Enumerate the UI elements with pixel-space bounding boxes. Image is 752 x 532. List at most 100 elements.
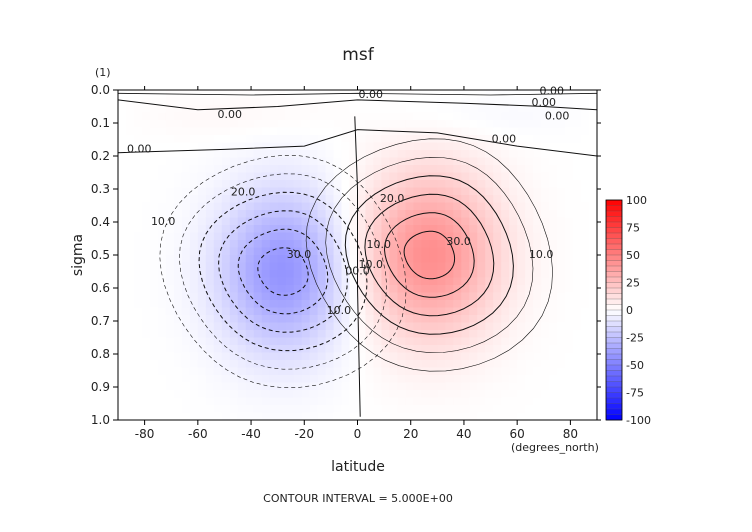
field-cell	[429, 172, 438, 181]
field-cell	[589, 202, 597, 211]
field-cell	[285, 150, 295, 159]
field-cell	[173, 270, 183, 279]
field-cell	[525, 352, 534, 361]
field-cell	[149, 412, 159, 420]
field-cell	[381, 150, 391, 159]
colorbar-swatch	[605, 359, 623, 366]
field-cell	[333, 262, 343, 271]
field-cell	[213, 382, 223, 391]
field-cell	[118, 142, 127, 151]
field-cell	[485, 352, 494, 361]
field-cell	[429, 240, 438, 249]
field-cell	[301, 172, 311, 181]
field-cell	[293, 375, 303, 384]
field-cell	[237, 405, 247, 414]
field-cell	[309, 187, 319, 196]
field-cell	[389, 112, 399, 121]
field-cell	[213, 345, 223, 354]
field-cell	[501, 172, 510, 181]
field-cell	[317, 412, 327, 420]
field-cell	[589, 217, 597, 226]
field-cell	[333, 157, 343, 166]
field-cell	[253, 382, 263, 391]
field-cell	[445, 157, 454, 166]
field-cell	[349, 255, 359, 264]
field-cell	[509, 180, 518, 189]
field-cell	[301, 285, 311, 294]
field-cell	[118, 105, 127, 114]
field-cell	[125, 322, 135, 331]
field-cell	[213, 157, 223, 166]
field-cell	[261, 360, 271, 369]
field-cell	[477, 195, 486, 204]
field-cell	[357, 232, 367, 241]
field-cell	[493, 277, 502, 286]
field-cell	[285, 397, 295, 406]
field-cell	[277, 105, 287, 114]
field-cell	[253, 187, 263, 196]
field-cell	[373, 382, 383, 391]
field-cell	[317, 307, 327, 316]
field-cell	[205, 382, 215, 391]
field-cell	[309, 240, 319, 249]
field-cell	[293, 397, 303, 406]
field-cell	[141, 202, 151, 211]
field-cell	[429, 120, 438, 129]
field-cell	[501, 187, 510, 196]
field-cell	[517, 165, 526, 174]
field-cell	[501, 232, 510, 241]
field-cell	[437, 382, 446, 391]
field-cell	[477, 322, 486, 331]
field-cell	[581, 180, 590, 189]
field-cell	[565, 300, 574, 309]
field-cell	[397, 382, 406, 391]
field-cell	[221, 210, 231, 219]
field-cell	[325, 285, 335, 294]
field-cell	[181, 405, 191, 414]
colorbar-swatch	[605, 381, 623, 388]
field-cell	[157, 330, 167, 339]
field-cell	[293, 277, 303, 286]
field-cell	[397, 360, 406, 369]
field-cell	[269, 210, 279, 219]
field-cell	[373, 247, 383, 256]
field-cell	[509, 397, 518, 406]
field-cell	[317, 322, 327, 331]
field-cell	[165, 405, 175, 414]
field-cell	[469, 360, 478, 369]
field-cell	[261, 97, 271, 106]
field-cell	[357, 127, 367, 136]
field-cell	[197, 262, 207, 271]
field-cell	[389, 172, 399, 181]
field-cell	[477, 120, 486, 129]
field-cell	[325, 165, 335, 174]
field-cell	[453, 255, 462, 264]
field-cell	[565, 382, 574, 391]
field-cell	[549, 352, 558, 361]
field-cell	[237, 157, 247, 166]
field-cell	[301, 397, 311, 406]
field-cell	[445, 345, 454, 354]
field-cell	[293, 247, 303, 256]
field-cell	[237, 315, 247, 324]
field-cell	[501, 270, 510, 279]
field-cell	[437, 165, 446, 174]
field-cell	[133, 165, 143, 174]
field-cell	[221, 247, 231, 256]
field-cell	[341, 112, 351, 121]
field-cell	[309, 360, 319, 369]
x-tick-label: -60	[188, 427, 208, 441]
field-cell	[261, 322, 271, 331]
field-cell	[181, 165, 191, 174]
field-cell	[549, 292, 558, 301]
field-cell	[413, 172, 422, 181]
field-cell	[565, 337, 574, 346]
field-cell	[429, 270, 438, 279]
field-cell	[269, 195, 279, 204]
field-cell	[309, 307, 319, 316]
field-cell	[213, 90, 223, 99]
contour-line	[305, 138, 553, 372]
field-cell	[173, 300, 183, 309]
field-cell	[157, 405, 167, 414]
field-cell	[141, 142, 151, 151]
